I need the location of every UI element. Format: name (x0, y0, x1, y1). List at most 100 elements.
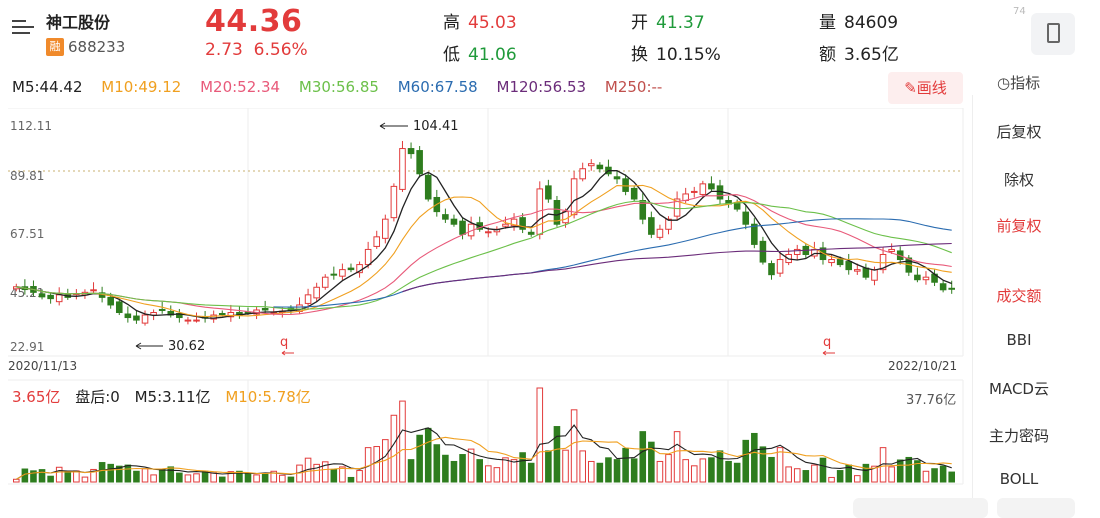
q-marker-2-arrow (822, 350, 835, 356)
volume-bar (776, 447, 784, 483)
candle-body (553, 200, 561, 225)
candle-body (382, 218, 389, 239)
y-label-top: 112.11 (10, 119, 52, 133)
q-marker-1: q (280, 335, 288, 350)
volume-bar (485, 465, 492, 483)
after-hours: 盘后:0 (75, 388, 120, 406)
volume-bar (73, 470, 80, 483)
draw-line-button[interactable]: ✎画线 (888, 72, 963, 104)
boll-item[interactable]: BOLL (999, 470, 1039, 484)
ma250-label: M250:-- (604, 78, 663, 96)
y-label-3: 67.51 (10, 227, 44, 241)
bottom-button-right[interactable] (997, 498, 1075, 518)
volume-bar (55, 466, 63, 483)
indicator-label: 指标 (1010, 74, 1041, 92)
candle-body (690, 190, 698, 193)
max-arrow-head (379, 122, 386, 130)
volume-bar (399, 400, 406, 483)
volume-bar (141, 468, 149, 483)
candle-body (485, 231, 492, 234)
volume-bar (236, 470, 243, 483)
candle-body (261, 307, 269, 311)
ma-legend: M5:44.42 M10:49.12 M20:52.34 M30:56.85 M… (12, 78, 676, 96)
margin-badge: 融 (46, 38, 64, 56)
candle-body (914, 274, 921, 281)
volume-bar (210, 472, 217, 483)
volume-bar (373, 446, 381, 483)
candle-body (133, 315, 140, 321)
ma5-line (16, 170, 952, 319)
indicator-button[interactable]: ◷指标 (997, 72, 1040, 93)
low-stat: 低 41.06 (443, 40, 517, 65)
rear-adjust-item[interactable]: 后复权 (996, 123, 1042, 141)
candles-group (13, 140, 955, 326)
corner-number: 74 (1013, 6, 1026, 17)
y-label-bottom: 22.91 (10, 340, 44, 354)
volume-bar (527, 462, 535, 483)
macd-cloud-item[interactable]: MACD云 (989, 380, 1049, 398)
volume-bar (270, 470, 278, 483)
volume-bar (648, 441, 655, 483)
candle-body (854, 269, 861, 272)
volume-bar (708, 457, 715, 483)
volume-bar (227, 471, 235, 483)
ma90-line (402, 242, 952, 293)
volume-bar (476, 459, 483, 483)
candle-body (562, 211, 569, 224)
min-arrow-head (135, 342, 142, 350)
candle-body (347, 267, 355, 271)
phone-mode-button[interactable] (1031, 13, 1075, 55)
volume-bar (536, 387, 544, 483)
front-adjust-item[interactable]: 前复权 (996, 217, 1042, 235)
candle-body (38, 293, 46, 298)
volume-bar (613, 459, 621, 483)
volume-bar (193, 473, 200, 483)
kline-chart[interactable]: 112.11 89.81 67.51 45.21 22.91 104.41 30… (8, 108, 968, 498)
volume-bar (759, 446, 767, 483)
menu-icon[interactable] (12, 18, 34, 36)
candle-body (373, 236, 381, 247)
candle-body (948, 287, 955, 290)
candle-body (184, 319, 192, 322)
volume-label: 量 (819, 13, 836, 33)
volume-bar (124, 464, 132, 483)
volume-bar (467, 448, 475, 483)
candle-body (450, 218, 458, 225)
draw-line-label: 画线 (916, 79, 947, 97)
main-code-item[interactable]: 主力密码 (988, 427, 1049, 445)
open-label: 开 (631, 13, 648, 33)
bottom-button-left[interactable] (853, 498, 988, 518)
volume-bar (579, 450, 586, 483)
low-value: 41.06 (468, 45, 517, 65)
turnover-amount-item[interactable]: 成交额 (996, 287, 1042, 305)
volume-bar (888, 466, 895, 483)
low-label: 低 (443, 45, 460, 65)
open-value: 41.37 (656, 13, 705, 33)
volume-bar (587, 460, 595, 483)
candle-body (768, 263, 775, 276)
amount-value: 3.65亿 (844, 45, 899, 65)
candle-body (673, 198, 681, 217)
gauge-icon: ◷ (997, 74, 1011, 92)
volume-bar (896, 459, 904, 483)
volume-bar (682, 459, 689, 483)
bbi-item[interactable]: BBI (1006, 331, 1032, 349)
candle-body (399, 148, 406, 190)
candle-body (545, 185, 552, 200)
candle-body (210, 314, 217, 320)
volume-bar (30, 470, 37, 483)
volume-max: 37.76亿 (906, 393, 957, 408)
ma20-label: M20:52.34 (200, 78, 281, 96)
candle-body (527, 231, 535, 235)
amount-stat: 额 3.65亿 (819, 40, 899, 65)
phone-icon (1047, 23, 1060, 43)
candle-body (613, 176, 621, 180)
ex-rights-item[interactable]: 除权 (1003, 171, 1034, 189)
candle-body (836, 259, 844, 266)
volume-bar (673, 431, 681, 483)
max-annotation: 104.41 (413, 119, 459, 134)
volume-bar (339, 466, 346, 483)
high-label: 高 (443, 13, 460, 33)
ma30-label: M30:56.85 (298, 78, 379, 96)
volume-bar (871, 465, 878, 483)
